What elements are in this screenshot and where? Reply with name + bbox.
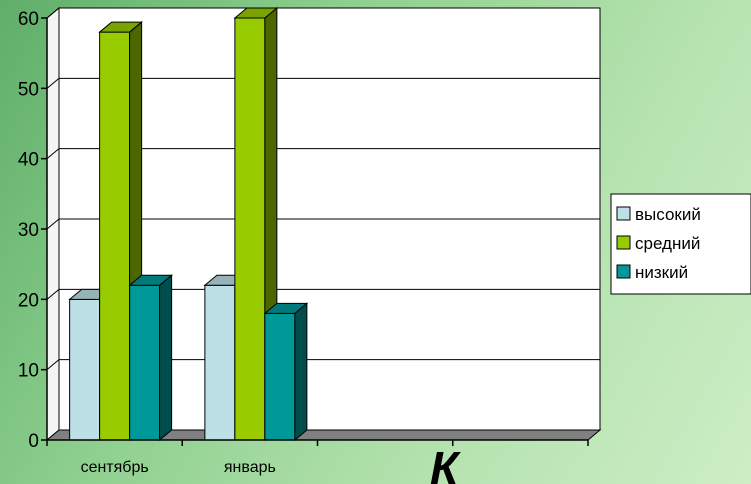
bar-side (294, 302, 308, 442)
bar-сентябрь-низкий (128, 274, 174, 442)
bar-front (69, 298, 101, 441)
x-axis-ticks: сентябрь январь (46, 440, 589, 476)
y-tick-label: 50 (18, 79, 39, 100)
bars (68, 6, 309, 442)
bar-январь-низкий (263, 302, 309, 442)
gridline-side (46, 288, 60, 300)
y-tick-label: 0 (28, 431, 39, 452)
bar-front (264, 312, 296, 441)
bar-front (99, 31, 131, 441)
bar-top (98, 21, 144, 33)
y-tick-label: 30 (18, 220, 39, 241)
x-tick-label: сентябрь (81, 459, 149, 476)
bar-top (233, 7, 279, 19)
bar-side (159, 274, 173, 442)
bar-front (129, 284, 161, 441)
gridline-side (46, 7, 60, 19)
y-axis-ticks: 0 10 20 30 40 50 60 (18, 9, 47, 452)
gridline-side (46, 148, 60, 160)
x-tick-label: январь (224, 459, 276, 476)
gridline-side (46, 218, 60, 230)
y-tick-label: 20 (18, 290, 39, 311)
legend-entry: низкий (635, 263, 688, 282)
gridlines (46, 7, 600, 371)
legend-swatch (616, 264, 631, 279)
bar-front (234, 17, 266, 441)
legend: высокий средний низкий (610, 193, 751, 295)
legend-swatch (616, 206, 631, 221)
gridline-side (46, 77, 60, 89)
gridline-side (46, 359, 60, 371)
legend-swatch (616, 235, 631, 250)
y-tick-label: 60 (18, 9, 39, 30)
bar-top (263, 302, 309, 314)
overlay-letter: К (430, 442, 461, 484)
bar-top (128, 274, 174, 286)
y-tick-label: 10 (18, 361, 39, 382)
legend-entry: высокий (635, 205, 701, 224)
legend-entry: средний (635, 234, 700, 253)
bar-front (204, 284, 236, 441)
y-tick-label: 40 (18, 150, 39, 171)
legend-box (610, 193, 751, 295)
